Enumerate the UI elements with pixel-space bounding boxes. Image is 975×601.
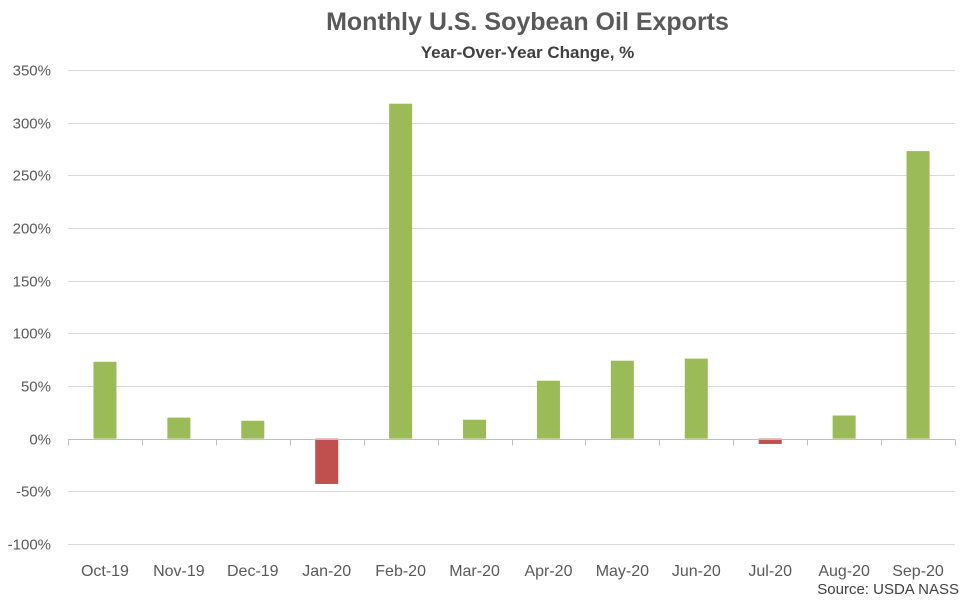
bar-mar-20: [463, 419, 487, 439]
y-tick-label: 200%: [13, 221, 51, 238]
y-tick-label: 100%: [13, 326, 51, 343]
x-tick-label: Sep-20: [892, 563, 944, 580]
bar-sep-20: [906, 151, 930, 439]
chart-title: Monthly U.S. Soybean Oil Exports: [326, 8, 729, 36]
y-tick-label: -50%: [16, 484, 51, 501]
y-tick-label: 350%: [13, 63, 51, 80]
gridlines: [68, 70, 955, 545]
y-tick-label: -100%: [8, 537, 51, 554]
y-tick-label: 150%: [13, 274, 51, 291]
bar-jul-20: [758, 438, 782, 444]
bar-jan-20: [315, 438, 339, 484]
bar-may-20: [610, 360, 634, 439]
axes: [68, 439, 956, 446]
y-tick-label: 50%: [21, 379, 51, 396]
x-tick-label: Jul-20: [748, 563, 792, 580]
tick-labels: -100% -50% 0% 50% 100% 150% 200% 250% 300% 350% Oc…: [8, 63, 944, 581]
bar-jun-20: [684, 358, 708, 439]
x-tick-label: Nov-19: [153, 563, 205, 580]
x-tick-label: Mar-20: [449, 563, 500, 580]
bar-aug-20: [832, 415, 856, 439]
x-tick-label: Apr-20: [524, 563, 572, 580]
x-tick-label: Dec-19: [227, 563, 279, 580]
y-tick-label: 300%: [13, 116, 51, 133]
bar-dec-19: [241, 420, 265, 439]
y-tick-label: 250%: [13, 168, 51, 185]
x-tick-label: Feb-20: [375, 563, 426, 580]
chart-subtitle: Year-Over-Year Change, %: [420, 43, 635, 62]
y-tick-label: 0%: [29, 432, 51, 449]
x-tick-label: Aug-20: [818, 563, 870, 580]
bar-nov-19: [167, 417, 191, 439]
x-tick-label: May-20: [596, 563, 649, 580]
bar-feb-20: [389, 103, 413, 439]
bars: [93, 103, 930, 484]
x-tick-label: Oct-19: [81, 563, 129, 580]
source-note: Source: USDA NASS: [817, 581, 959, 598]
x-tick-label: Jan-20: [302, 563, 351, 580]
bar-apr-20: [536, 380, 560, 439]
bar-oct-19: [93, 361, 117, 439]
x-tick-label: Jun-20: [672, 563, 721, 580]
